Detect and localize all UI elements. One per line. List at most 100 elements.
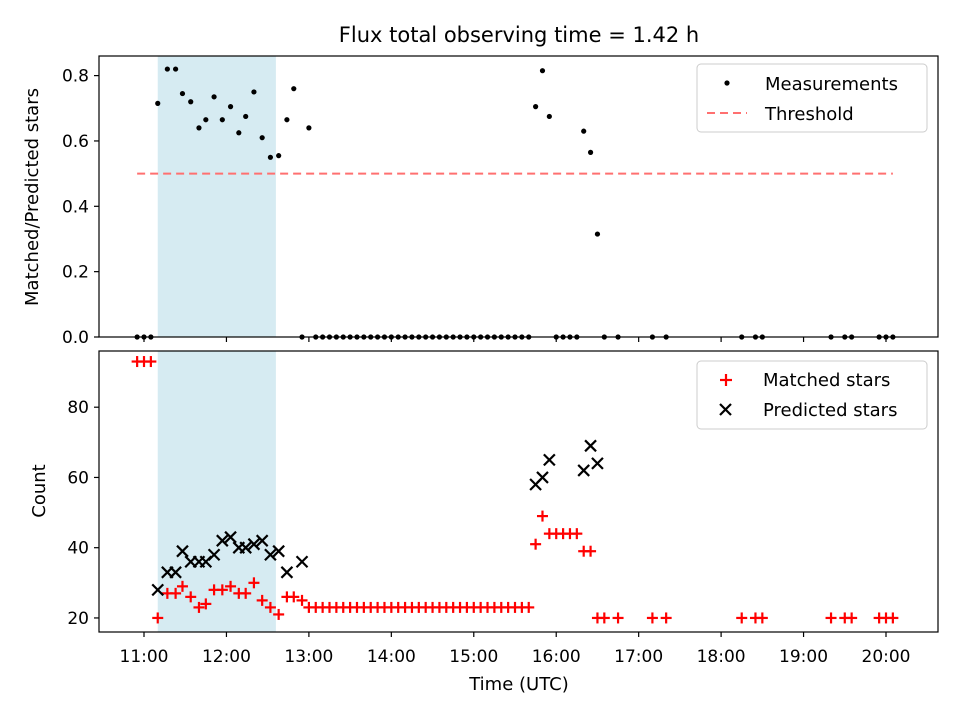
measurement-point xyxy=(259,135,265,141)
measurement-point xyxy=(219,117,225,123)
x-tick-label: 13:00 xyxy=(284,647,333,667)
matched-star-point xyxy=(296,594,308,606)
measurement-point xyxy=(179,90,186,97)
x-tick-label: 14:00 xyxy=(367,647,416,667)
measurement-point xyxy=(211,94,217,100)
matched-star-point xyxy=(571,528,583,540)
measurement-point xyxy=(291,86,297,92)
bottom-panel: 20 40 60 80 11:00 12:00 13:00 14:00 15:00 16:00 17… xyxy=(29,350,939,695)
predicted-star-point xyxy=(247,537,261,551)
matched-star-point xyxy=(170,587,182,599)
predicted-star-point xyxy=(584,439,597,453)
measurement-point xyxy=(227,104,234,110)
measurement-point xyxy=(236,130,242,136)
predicted-star-point xyxy=(239,541,252,554)
matched-star-point xyxy=(193,601,205,613)
predicted-star-point xyxy=(577,464,590,477)
predicted-star-point xyxy=(224,530,237,544)
matched-star-point xyxy=(176,580,188,592)
matched-star-point xyxy=(288,591,300,603)
top-y-tick-label: 0.8 xyxy=(62,67,89,87)
measurement-point xyxy=(203,117,209,123)
matched-star-point xyxy=(736,612,748,624)
bottom-legend: Matched stars Predicted stars xyxy=(696,360,928,430)
bottom-y-tick-label: 60 xyxy=(67,468,89,488)
measurement-point xyxy=(251,89,257,95)
legend-threshold-label: Threshold xyxy=(764,104,854,125)
x-tick-label: 18:00 xyxy=(697,647,746,667)
x-tick-label: 17:00 xyxy=(614,647,663,667)
measurement-point xyxy=(267,154,274,160)
predicted-star-point xyxy=(255,534,269,547)
top-y-tick-label: 0.4 xyxy=(62,197,89,217)
bottom-highlight-band xyxy=(157,351,276,632)
matched-star-point xyxy=(660,612,672,624)
measurement-point xyxy=(546,113,552,120)
predicted-star-point xyxy=(169,566,182,579)
predicted-star-point xyxy=(543,453,556,467)
top-highlight-band xyxy=(157,56,276,337)
top-frame xyxy=(98,55,939,338)
matched-star-point xyxy=(598,612,610,624)
measurement-point xyxy=(243,113,249,120)
matched-star-point xyxy=(256,594,268,606)
predicted-star-point xyxy=(280,566,294,579)
legend-predicted-marker xyxy=(719,403,732,416)
measurement-point xyxy=(188,99,194,105)
measurement-point xyxy=(276,153,282,159)
measurement-point xyxy=(306,125,312,131)
matched-star-point xyxy=(846,612,858,624)
matched-star-point xyxy=(273,608,285,620)
top-y-axis-label: Matched/Predicted stars xyxy=(22,88,43,306)
x-axis-label: Time (UTC) xyxy=(468,674,569,695)
x-tick-label: 16:00 xyxy=(532,647,581,667)
bottom-y-axis-label: Count xyxy=(29,464,50,517)
matched-star-point xyxy=(225,580,237,592)
measurement-point xyxy=(164,66,170,72)
matched-star-point xyxy=(240,587,252,599)
chart-title: Flux total observing time = 1.42 h xyxy=(339,23,699,47)
top-panel: 0.00.20.40.60.8 Matched/Predicted stars … xyxy=(22,55,939,348)
matched-star-point xyxy=(612,612,624,624)
matched-star-point xyxy=(264,601,276,613)
top-y-tick-label: 0.6 xyxy=(62,132,89,152)
bottom-y-tick-label: 20 xyxy=(67,609,89,629)
measurement-point xyxy=(581,128,587,134)
x-tick-label: 12:00 xyxy=(202,647,251,667)
matched-star-point xyxy=(756,612,768,624)
matched-star-point xyxy=(152,612,164,624)
measurement-point xyxy=(196,125,202,131)
predicted-star-point xyxy=(151,583,165,597)
bottom-frame xyxy=(98,350,939,633)
bottom-y-tick-label: 40 xyxy=(67,539,89,559)
top-y-tick-label: 0.0 xyxy=(62,328,89,348)
measurement-point xyxy=(284,117,290,123)
bottom-y-tick-label: 80 xyxy=(67,398,89,418)
x-tick-label: 15:00 xyxy=(449,647,498,667)
measurement-point xyxy=(155,100,161,106)
predicted-star-point xyxy=(207,548,221,562)
measurement-point xyxy=(594,231,601,237)
predicted-star-point xyxy=(591,457,604,470)
matched-star-point xyxy=(248,577,260,589)
matched-star-point xyxy=(646,612,658,624)
predicted-star-point xyxy=(295,555,309,569)
legend-matched-label: Matched stars xyxy=(763,370,890,391)
legend-predicted-label: Predicted stars xyxy=(763,400,897,421)
x-tick-label: 19:00 xyxy=(779,647,828,667)
x-tick-label: 11:00 xyxy=(120,647,169,667)
matched-star-point xyxy=(200,598,212,610)
top-y-tick-label: 0.2 xyxy=(62,263,89,283)
measurement-point xyxy=(173,66,179,72)
measurement-point xyxy=(533,104,539,110)
x-tick-label: 20:00 xyxy=(862,647,911,667)
top-legend: Measurements Threshold xyxy=(696,63,928,133)
predicted-star-point xyxy=(216,534,229,547)
matched-star-point xyxy=(825,612,837,624)
legend-matched-marker xyxy=(720,374,732,386)
matched-star-point xyxy=(887,612,899,624)
matched-star-point xyxy=(185,591,197,603)
predicted-star-point xyxy=(264,548,277,562)
matched-star-point xyxy=(530,538,542,550)
